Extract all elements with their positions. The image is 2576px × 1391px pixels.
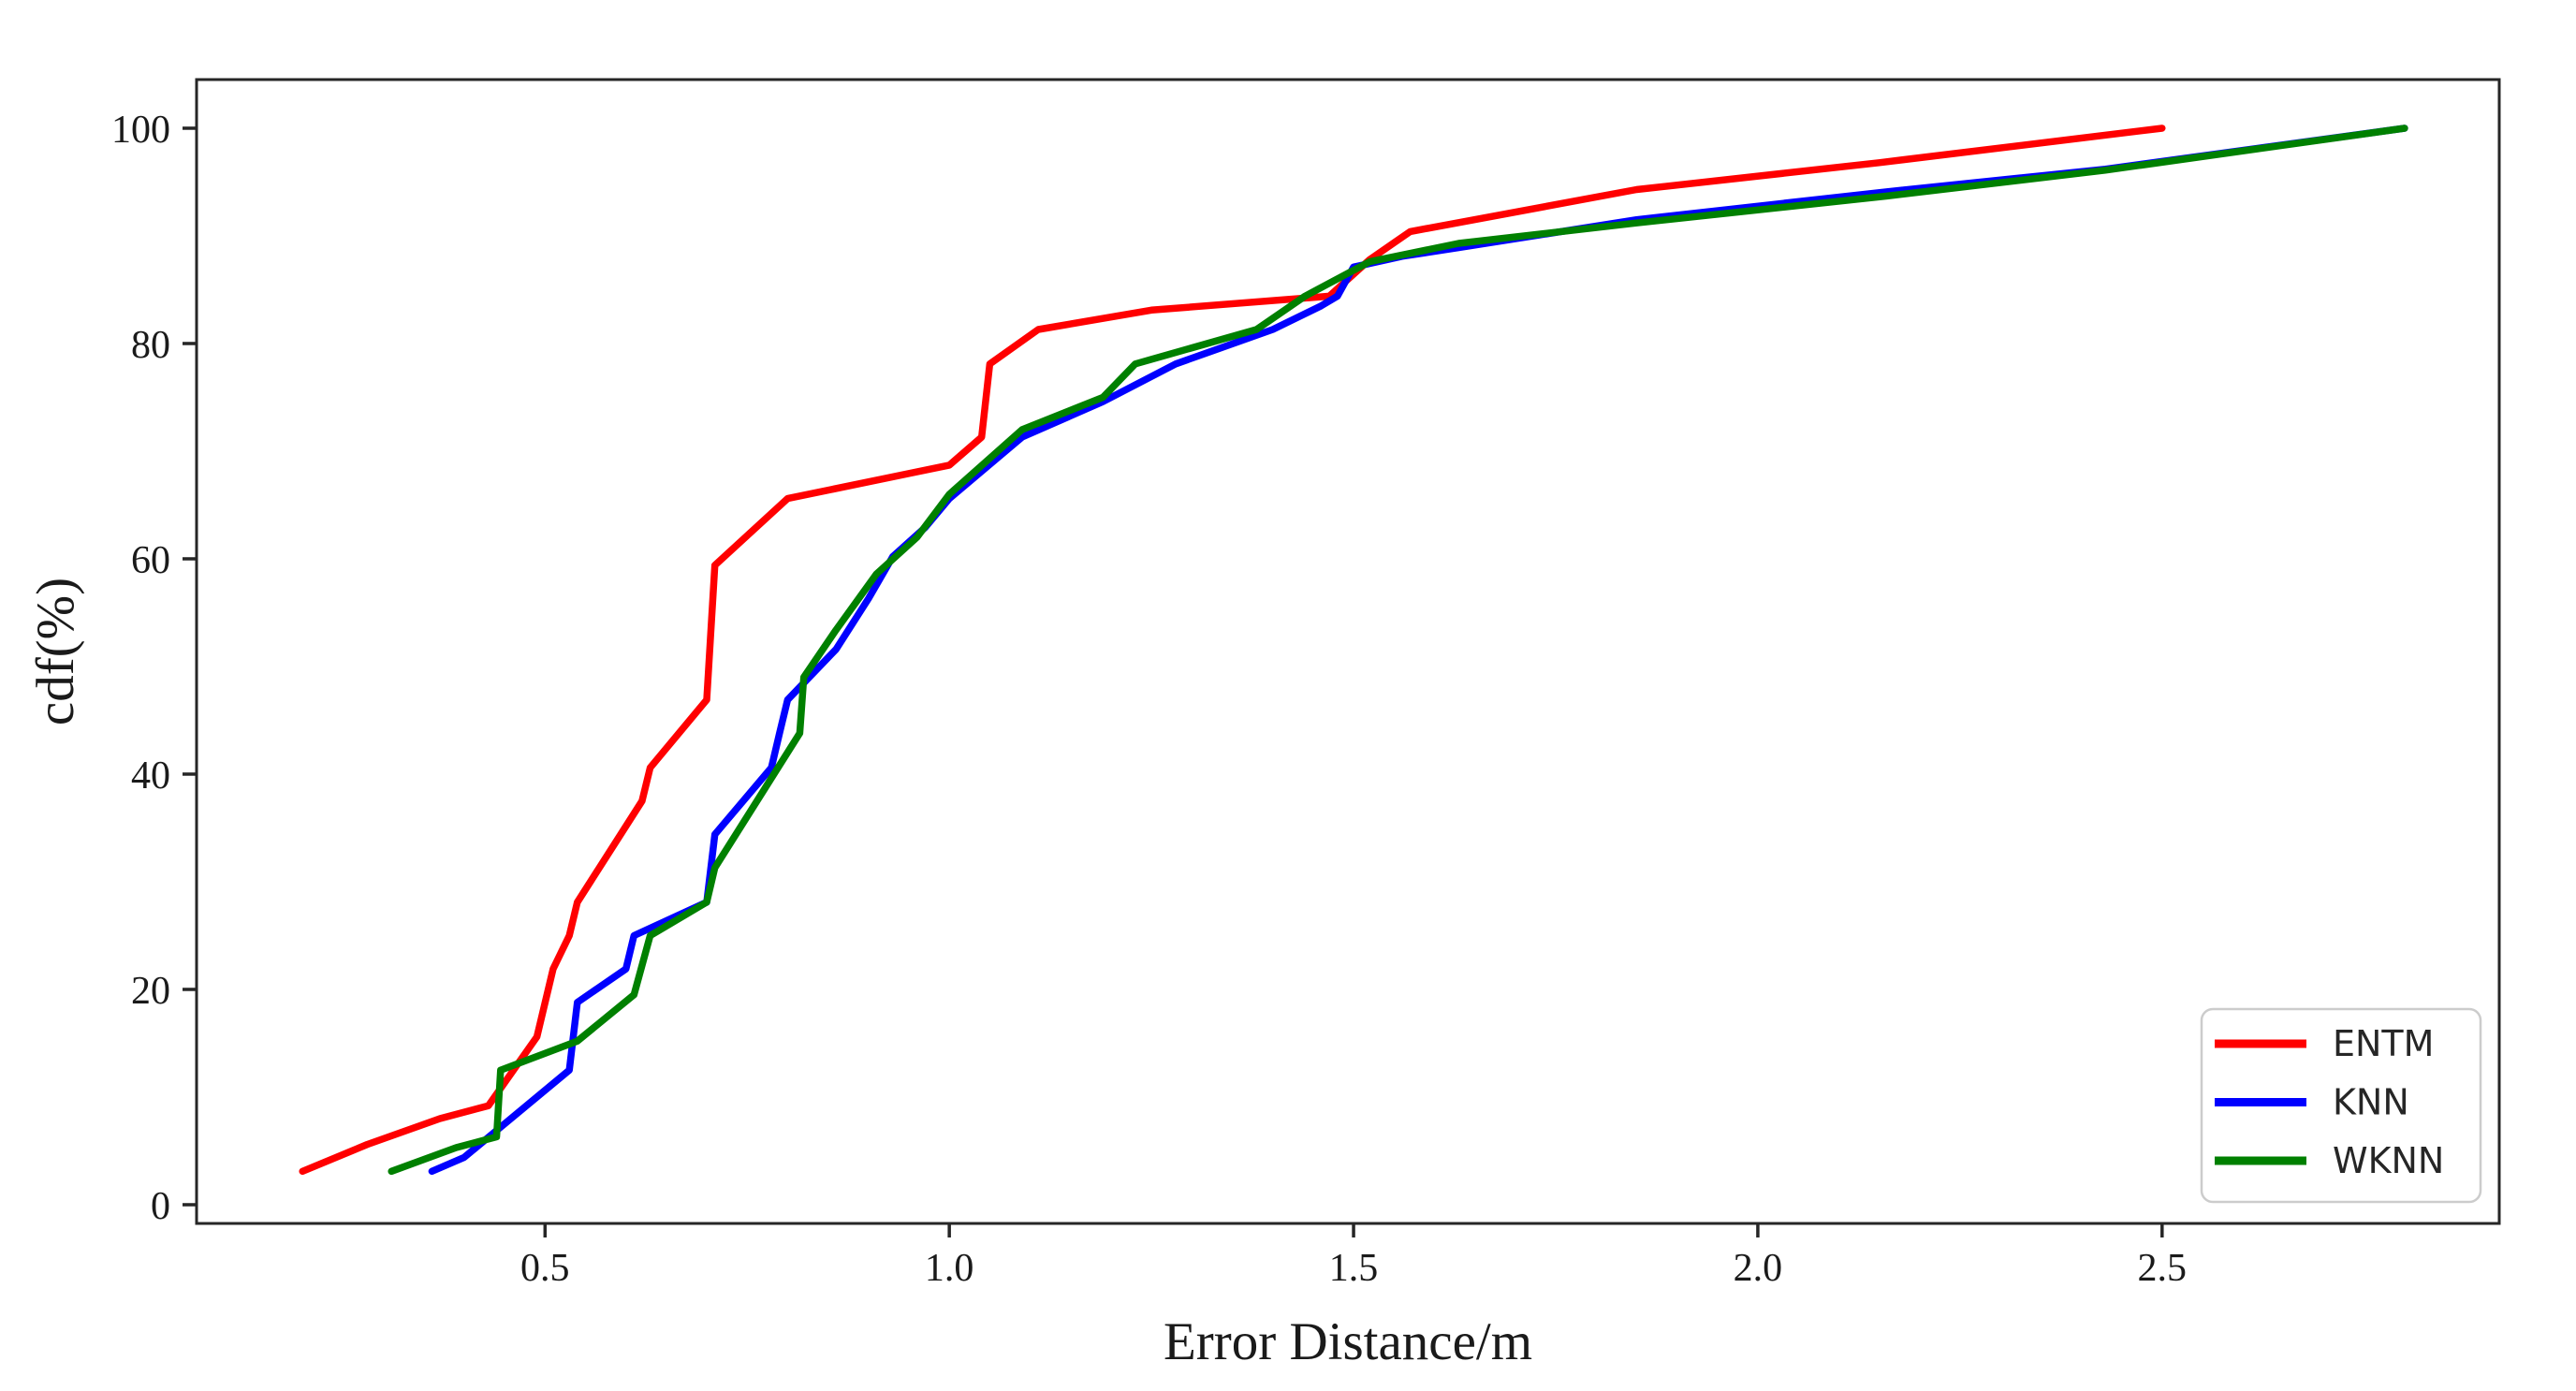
- y-axis-label: cdf(%): [26, 578, 85, 725]
- x-tick-label: 2.5: [2138, 1247, 2188, 1290]
- series-line-wknn: [388, 124, 2408, 1176]
- y-tick-label: 60: [131, 539, 170, 582]
- y-tick-label: 40: [131, 754, 170, 798]
- plot-border: [195, 78, 2501, 1225]
- series-line-entm: [299, 124, 2166, 1176]
- y-tick-label: 0: [151, 1185, 170, 1228]
- x-axis-label: Error Distance/m: [1164, 1312, 1532, 1371]
- y-tick-label: 100: [111, 109, 170, 152]
- series-line-knn: [428, 124, 2408, 1176]
- y-axis-ticks: 0 20 40 60 80 100: [111, 109, 197, 1228]
- y-tick-label: 80: [131, 324, 170, 367]
- x-tick-label: 1.0: [925, 1247, 974, 1290]
- legend-entries: ENTM KNN WKNN: [2215, 1023, 2444, 1181]
- legend-label-entm: ENTM: [2333, 1023, 2434, 1064]
- legend: ENTM KNN WKNN: [2200, 1007, 2482, 1204]
- x-tick-label: 1.5: [1329, 1247, 1379, 1290]
- x-tick-label: 2.0: [1734, 1247, 1783, 1290]
- x-axis-ticks: 0.5 1.0 1.5 2.0 2.5: [520, 1223, 2187, 1290]
- series-group: [299, 124, 2408, 1176]
- x-tick-label: 0.5: [520, 1247, 570, 1290]
- legend-box: [2200, 1007, 2482, 1204]
- legend-label-knn: KNN: [2333, 1082, 2409, 1123]
- y-tick-label: 20: [131, 970, 170, 1013]
- legend-label-wknn: WKNN: [2333, 1140, 2444, 1181]
